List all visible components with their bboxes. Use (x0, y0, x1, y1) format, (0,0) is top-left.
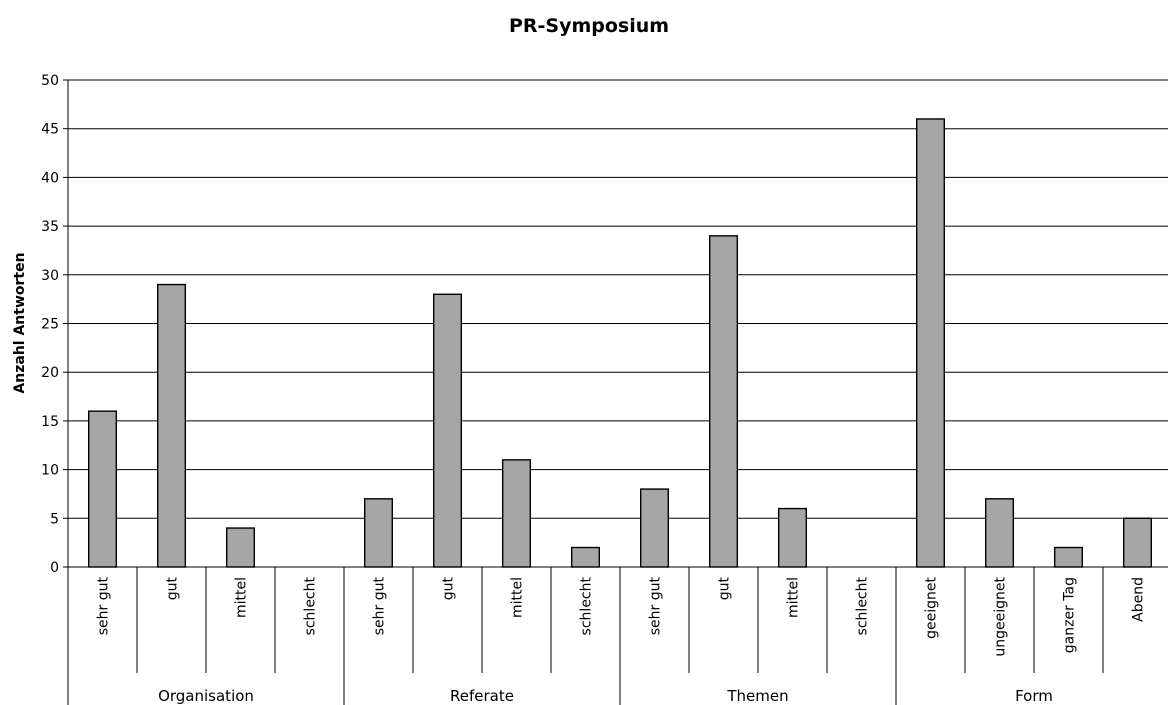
x-tick-label: schlecht (579, 577, 595, 636)
x-tick-label: schlecht (855, 577, 871, 636)
bar (225, 527, 255, 568)
axes (63, 79, 1168, 705)
y-tick-label: 15 (41, 414, 59, 430)
bar (709, 235, 739, 568)
x-tick-label: geeignet (924, 576, 940, 638)
bars (87, 118, 1152, 568)
y-tick-label: 30 (41, 268, 59, 284)
x-tick-label: schlecht (303, 577, 319, 636)
y-tick-label: 40 (41, 170, 59, 186)
x-tick-label: mittel (234, 577, 250, 618)
bar (1053, 546, 1083, 568)
chart-title: PR-Symposium (509, 15, 669, 37)
y-tick-label: 0 (50, 560, 59, 576)
bar (502, 459, 532, 568)
group-label: Organisation (158, 687, 254, 705)
x-tick-label: sehr gut (648, 577, 664, 636)
x-tick-label: gut (165, 576, 181, 600)
x-tick-label: ungeeignet (993, 577, 1009, 657)
axis-labels: 0 5 10 15 20 25 30 35 40 45 50 sehr gut gut mittel sch… (41, 73, 1146, 705)
bar (640, 488, 670, 568)
x-tick-label: gut (441, 576, 457, 600)
y-axis-label: Anzahl Antworten (12, 252, 28, 393)
x-tick-label: sehr gut (96, 577, 112, 636)
y-tick-label: 5 (50, 511, 59, 527)
bar (433, 293, 463, 568)
bar (778, 507, 808, 568)
x-tick-label: ganzer Tag (1062, 577, 1078, 653)
x-tick-label: mittel (786, 577, 802, 618)
x-tick-label: gut (717, 576, 733, 600)
group-label: Referate (450, 687, 514, 705)
x-tick-label: mittel (510, 577, 526, 618)
bar (985, 498, 1015, 568)
bar (571, 546, 601, 568)
bar (364, 498, 394, 568)
bar (87, 410, 117, 568)
y-tick-label: 50 (41, 73, 59, 89)
y-tick-label: 20 (41, 365, 59, 381)
x-tick-label: Abend (1131, 577, 1147, 622)
y-tick-label: 25 (41, 317, 59, 333)
bar (156, 283, 186, 568)
y-tick-label: 45 (41, 122, 59, 138)
y-tick-label: 10 (41, 463, 59, 479)
x-tick-label: sehr gut (372, 577, 388, 636)
bar (916, 118, 946, 568)
gridlines (68, 79, 1168, 519)
bar (1122, 517, 1152, 568)
y-tick-label: 35 (41, 219, 59, 235)
group-label: Themen (726, 687, 788, 705)
group-label: Form (1015, 687, 1053, 705)
